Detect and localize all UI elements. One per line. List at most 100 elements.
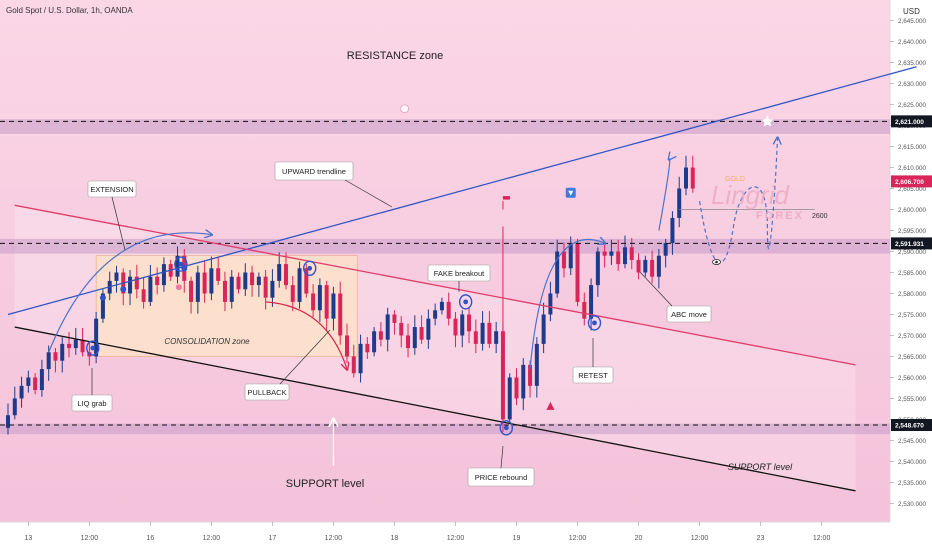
extension-callout: EXTENSION bbox=[87, 180, 137, 198]
circle-marker bbox=[86, 340, 100, 356]
candle-up bbox=[46, 352, 51, 370]
candle-down bbox=[392, 314, 397, 323]
candle-down bbox=[514, 377, 519, 399]
price-label-tag bbox=[891, 237, 932, 250]
price-label-text: 2,606.700 bbox=[895, 179, 924, 186]
chart-title: Gold Spot / U.S. Dollar, 1h, OANDA bbox=[6, 6, 133, 15]
circle-marker-dot bbox=[463, 299, 469, 305]
y-tick-label: 2,580.000 bbox=[898, 291, 927, 298]
candle-up bbox=[480, 322, 485, 344]
candle-down bbox=[473, 331, 478, 344]
candle-down bbox=[575, 243, 580, 302]
watermark-tag: GOLD bbox=[725, 176, 745, 183]
candle-down bbox=[33, 377, 38, 391]
candle-up bbox=[670, 217, 675, 244]
candle-down bbox=[351, 356, 356, 374]
x-tick-label: 23 bbox=[757, 535, 765, 542]
candle-up bbox=[175, 255, 180, 277]
star-icon bbox=[761, 115, 774, 127]
candle-down bbox=[602, 251, 607, 256]
y-tick-label: 2,555.000 bbox=[898, 396, 927, 403]
candle-up bbox=[209, 268, 214, 294]
y-tick-label: 2,585.000 bbox=[898, 270, 927, 277]
candle-down bbox=[561, 251, 566, 269]
candle-up bbox=[433, 310, 438, 319]
resistance-zone-label: RESISTANCE zone bbox=[347, 50, 443, 62]
channel-top-line bbox=[14, 204, 856, 366]
candle-up bbox=[622, 247, 627, 265]
time-axis[interactable]: 13 12:00 16 12:00 17 12:00 18 12:00 19 12:00 20 12:… bbox=[24, 522, 830, 542]
candle-up bbox=[358, 343, 363, 374]
upward-trendline-callout: UPWARD trendline bbox=[274, 161, 354, 181]
x-tick-label: 19 bbox=[513, 535, 521, 542]
trendline-touch-dot bbox=[120, 286, 127, 293]
candle-up bbox=[73, 339, 78, 349]
candle-down bbox=[324, 285, 329, 319]
candle-down bbox=[616, 251, 621, 265]
candle-down bbox=[399, 322, 404, 336]
eye-icon-pupil bbox=[715, 260, 718, 264]
y-tick-label: 2,600.000 bbox=[898, 207, 927, 214]
circle-marker-dot bbox=[307, 265, 313, 271]
candle-down bbox=[189, 280, 194, 302]
y-tick-label: 2,540.000 bbox=[898, 459, 927, 466]
x-tick-label: 20 bbox=[635, 535, 643, 542]
consolidation-zone-label: CONSOLIDATION zone bbox=[164, 337, 250, 346]
extension-label: EXTENSION bbox=[90, 185, 133, 194]
watermark-sub: FOREX bbox=[756, 210, 804, 222]
candle-down bbox=[528, 364, 533, 386]
candle-up bbox=[26, 377, 31, 386]
circle-marker-dot bbox=[503, 425, 509, 431]
price-axis[interactable]: 2,530.000 2,535.000 2,540.000 2,545.000 2,55… bbox=[890, 18, 932, 508]
candle-down bbox=[304, 268, 309, 294]
y-tick-label: 2,535.000 bbox=[898, 480, 927, 487]
circle-marker bbox=[499, 420, 514, 436]
candle-down bbox=[338, 293, 343, 336]
y-tick-label: 2,575.000 bbox=[898, 312, 927, 319]
candle-down bbox=[155, 276, 160, 286]
channel-bottom-line bbox=[14, 326, 856, 492]
y-tick-label: 2,630.000 bbox=[898, 81, 927, 88]
candle-down bbox=[419, 327, 424, 340]
support-level-bottom-label: SUPPORT level bbox=[286, 478, 364, 490]
candle-down bbox=[345, 335, 349, 357]
circle-marker-dot bbox=[592, 320, 597, 326]
x-tick-label: 18 bbox=[391, 535, 399, 542]
candle-up bbox=[317, 285, 322, 311]
down-arrow-glyph bbox=[568, 190, 574, 196]
support-zone-box bbox=[0, 423, 890, 435]
candle-up bbox=[643, 259, 648, 273]
circle-marker-dot bbox=[178, 261, 184, 267]
x-tick-label: 12:00 bbox=[447, 535, 465, 542]
candle-up bbox=[507, 377, 512, 420]
price-label-text: 2,548.670 bbox=[895, 423, 924, 430]
candle-up bbox=[243, 272, 248, 290]
price-rebound-callout: PRICE rebound bbox=[467, 467, 535, 487]
candle-up bbox=[534, 343, 539, 386]
price-label-text: 2,621.000 bbox=[895, 119, 924, 126]
y-tick-label: 2,645.000 bbox=[898, 18, 927, 25]
candle-down bbox=[250, 272, 255, 286]
x-tick-label: 12:00 bbox=[203, 535, 221, 542]
rebound-arrow bbox=[529, 240, 605, 370]
candle-up bbox=[331, 293, 336, 319]
candle-up bbox=[589, 285, 594, 319]
price-label-tag bbox=[891, 419, 932, 432]
candle-up bbox=[609, 251, 614, 256]
candle-up bbox=[541, 314, 546, 344]
candle-down bbox=[283, 264, 288, 286]
upward-trendline-line bbox=[7, 66, 917, 316]
watermark-brand: Lingrid bbox=[711, 180, 791, 210]
candle-down bbox=[202, 272, 207, 294]
y-tick-label: 2,595.000 bbox=[898, 228, 927, 235]
candle-up bbox=[426, 318, 431, 340]
support-level-right-label: SUPPORT level bbox=[728, 462, 793, 472]
candle-down bbox=[80, 339, 85, 353]
circle-marker bbox=[458, 294, 473, 310]
candle-up bbox=[372, 331, 377, 353]
candle-up bbox=[19, 385, 24, 399]
breakout-arrow bbox=[658, 159, 670, 231]
retest-callout: RETEST bbox=[572, 366, 614, 384]
